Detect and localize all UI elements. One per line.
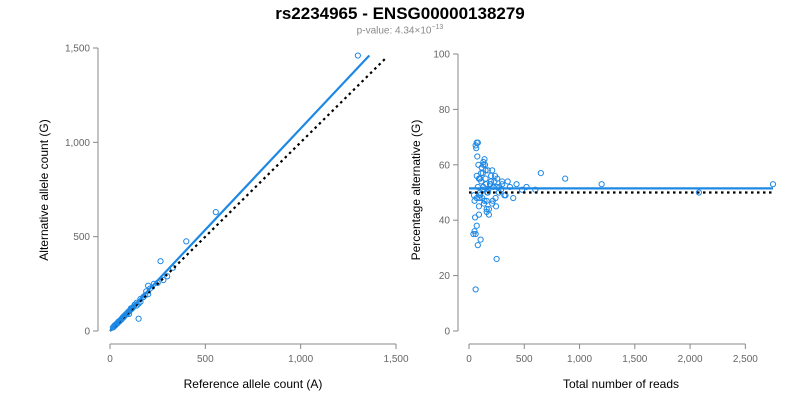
panel2-data-point [474, 139, 481, 146]
panel2-data-point [475, 203, 483, 210]
panel2-x-tick-label: 500 [516, 354, 533, 365]
panel2-data-point [474, 153, 481, 160]
panel1-data-point [123, 311, 130, 318]
panel2-data-point [489, 197, 496, 204]
panel1-data-point [110, 323, 117, 330]
panel1-data-point [115, 318, 122, 325]
panel2-data-point [475, 161, 482, 168]
panel2-x-tick-label: 1,500 [622, 354, 647, 365]
panel2-data-point [480, 158, 487, 166]
panel2-data-point [523, 183, 530, 191]
panel2-x-tick-label: 0 [466, 354, 472, 365]
panel1-fit-line [109, 54, 371, 332]
panel2-data-point [471, 197, 478, 204]
pvalue-text: p-value: 4.34×10 [356, 25, 432, 37]
panel2-data-point [493, 255, 500, 263]
panel2-data-point [484, 189, 491, 196]
panel2-data-point [488, 178, 495, 185]
panel2-data-point [472, 286, 479, 293]
panel2-data-point [474, 183, 481, 191]
panel2-data-point [476, 194, 483, 202]
panel1-data-point [164, 273, 171, 280]
panel2-data-point [475, 211, 483, 218]
panel2-data-point [489, 167, 496, 174]
panel2-data-point [504, 178, 511, 185]
panel2-data-point [513, 181, 520, 188]
panel2-y-tick-label: 0 [444, 327, 450, 338]
panel2-x-tick-label: 1,000 [567, 354, 592, 365]
panel1-x-tick-label: 0 [107, 354, 113, 365]
panel1-y-tick-label: 500 [73, 232, 90, 243]
panel2-data-point [510, 194, 517, 202]
panel1-data-point [157, 258, 164, 265]
panel2-data-point [494, 175, 501, 182]
panel2-data-point [480, 161, 487, 168]
panel2-data-point [471, 228, 478, 235]
panel1-y-tick-label: 0 [84, 327, 90, 338]
panel2-data-point [695, 189, 703, 196]
panel2-y-tick-label: 80 [439, 105, 451, 116]
panel2-data-point [499, 178, 506, 185]
panel1-x-axis-label: Reference allele count (A) [184, 377, 323, 391]
panel2-y-tick-label: 100 [433, 50, 450, 61]
panel2-data-point [483, 181, 490, 188]
panel1-data-point [135, 315, 142, 322]
panel2-x-tick-label: 2,500 [733, 354, 758, 365]
panel1-x-tick-label: 1,000 [288, 354, 313, 365]
pvalue-exponent: −13 [431, 24, 444, 31]
panel2-data-point [478, 170, 485, 177]
panel1-y-axis-label: Alternative allele count (G) [37, 119, 51, 260]
chart-subtitle-pvalue: p-value: 4.34×10−13 [0, 24, 800, 36]
panel2-data-point [598, 181, 605, 188]
panel2-data-point [506, 183, 514, 191]
panel2-data-point [493, 183, 500, 191]
panel2-data-point [481, 197, 488, 204]
panel2-data-point [473, 222, 480, 229]
panel2-data-point [537, 170, 544, 177]
panel1-y-tick-label: 1,500 [65, 44, 90, 55]
panel1-data-point [111, 322, 118, 329]
panel2-data-point [470, 230, 477, 238]
panel1-x-tick-label: 1,500 [383, 354, 408, 365]
panel2-y-tick-label: 60 [439, 160, 451, 171]
panel2-data-point [487, 181, 494, 188]
panel2-data-point [476, 175, 484, 182]
panel2-data-point [483, 206, 490, 213]
panel2-data-point [518, 186, 526, 193]
panel2-data-point [769, 181, 777, 188]
panel1-x-tick-label: 500 [197, 354, 214, 365]
panel2-data-point [496, 183, 503, 191]
panel2-data-point [477, 236, 484, 243]
panel2-data-point [480, 200, 488, 207]
panel2-data-point [485, 211, 492, 218]
panel1-y-tick-label: 1,000 [65, 138, 90, 149]
panel1-data-point [183, 238, 190, 245]
panel1-data-point [212, 209, 219, 216]
panel2-data-point [501, 192, 508, 199]
panel1-data-point [354, 52, 361, 59]
panel2-y-axis-label: Percentage alternative (G) [409, 120, 423, 261]
panel2-data-point [484, 167, 491, 174]
panel2-data-point [482, 167, 489, 174]
panel1-data-point [160, 276, 167, 284]
chart-title: rs2234965 - ENSG00000138279 [275, 4, 525, 23]
panel2-data-point [489, 200, 496, 207]
panel2-y-tick-label: 20 [439, 271, 451, 282]
panel2-data-point [474, 242, 481, 249]
panel2-data-point [472, 230, 479, 238]
panel2-y-tick-label: 40 [439, 216, 451, 227]
panel1-reference-line [109, 56, 388, 332]
panel2-data-point [562, 175, 569, 182]
panel2-x-axis-label: Total number of reads [563, 377, 679, 391]
panel2-x-tick-label: 2,000 [678, 354, 703, 365]
